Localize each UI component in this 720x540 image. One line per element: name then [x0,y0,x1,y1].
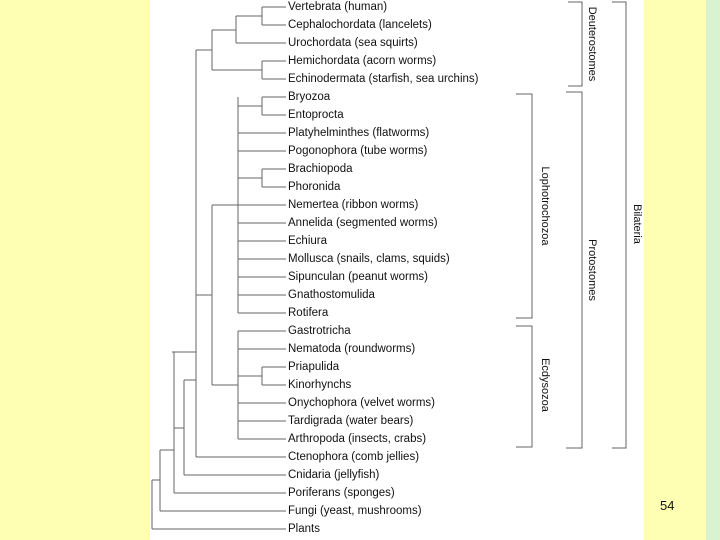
taxon-label: Pogonophora (tube worms) [288,145,428,157]
taxon-label: Phoronida [288,181,341,193]
taxon-label: Nemertea (ribbon worms) [288,199,419,211]
taxon-label: Entoprocta [288,109,344,121]
protostomes-label: Protostomes [586,237,598,303]
right-edge-stripe [706,0,720,540]
bilateria-label: Bilateria [631,202,643,246]
ecdysozoa-bracket [516,325,533,448]
taxon-label: Brachiopoda [288,163,353,175]
taxon-label: Cephalochordata (lancelets) [288,19,432,31]
taxon-label: Rotifera [288,307,329,319]
taxon-label: Gnathostomulida [288,289,375,301]
ecdysozoa-label: Ecdysozoa [539,356,551,414]
taxon-label: Onychophora (velvet worms) [288,397,435,409]
taxon-label: Arthropoda (insects, crabs) [288,433,427,445]
taxon-label: Bryozoa [288,91,331,103]
taxon-label: Nematoda (roundworms) [288,343,416,355]
taxon-label: Annelida (segmented worms) [288,217,438,229]
taxon-label: Vertebrata (human) [288,1,388,13]
taxon-label: Poriferans (sponges) [288,487,395,499]
taxon-label: Cnidaria (jellyfish) [288,469,380,481]
deuterostomes-bracket [568,1,583,87]
taxon-label: Urochordata (sea squirts) [288,37,418,49]
taxon-label: Fungi (yeast, mushrooms) [288,505,422,517]
taxon-label: Hemichordata (acorn worms) [288,55,437,67]
lophotrochozoa-label: Lophotrochozoa [539,164,551,248]
taxon-label: Sipunculan (peanut worms) [288,271,428,283]
taxon-label: Ctenophora (comb jellies) [288,451,420,463]
taxon-label: Echinodermata (starfish, sea urchins) [288,73,479,85]
lophotrochozoa-bracket [516,93,533,319]
taxon-label: Tardigrada (water bears) [288,415,414,427]
taxon-label: Mollusca (snails, clams, squids) [288,253,450,265]
bilateria-bracket [612,1,627,449]
taxon-label: Kinorhynchs [288,379,352,391]
taxon-label: Platyhelminthes (flatworms) [288,127,430,139]
page-number: 54 [660,498,675,513]
deuterostomes-label: Deuterostomes [586,4,598,84]
protostomes-bracket [566,91,583,449]
slide-panel [150,0,644,540]
taxon-label: Priapulida [288,361,340,373]
taxon-label: Gastrotricha [288,325,351,337]
taxon-label: Echiura [288,235,327,247]
taxon-label: Plants [288,523,320,535]
